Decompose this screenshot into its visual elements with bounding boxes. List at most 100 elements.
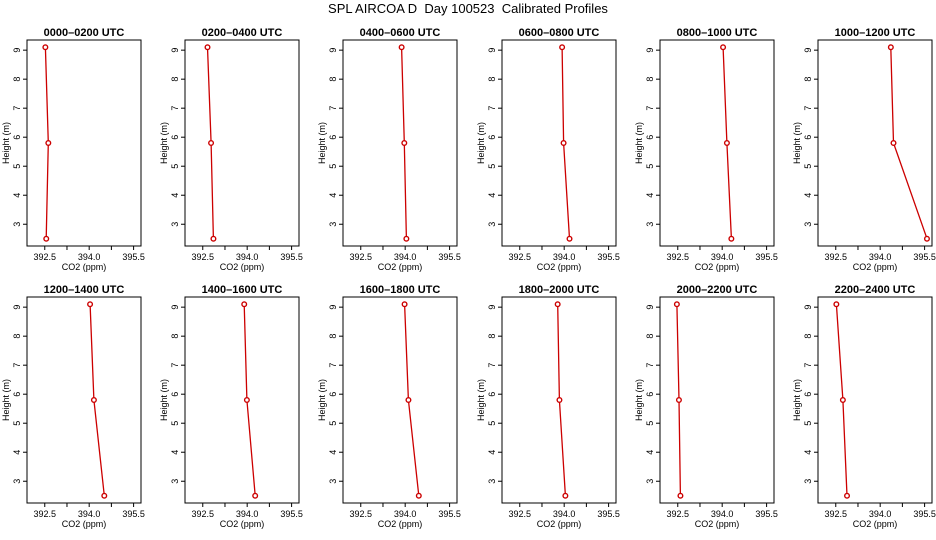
y-tick-label: 6 [645,135,655,140]
data-point [839,397,846,404]
y-tick-label: 6 [487,135,497,140]
y-tick-label: 7 [487,363,497,368]
y-tick-label: 4 [487,450,497,455]
plot-frame [184,39,300,247]
x-axis-label: CO2 (ppm) [537,519,582,529]
y-tick-label: 4 [803,450,813,455]
y-tick-label: 9 [12,48,22,53]
panel-title: 1400–1600 UTC [202,284,283,296]
x-tick-label: 394.0 [236,252,259,262]
data-point [562,492,569,499]
data-point [204,44,211,51]
y-tick-label: 4 [328,193,338,198]
panel-8: 1400–1600 UTC 392.5 394.0 395.5 3 4 5 6 7 8 9 CO2 (… [159,284,303,529]
y-tick-label: 9 [645,305,655,310]
data-point [720,44,727,51]
y-tick-label: 5 [487,421,497,426]
y-tick-label: 8 [645,334,655,339]
panel-title: 1800–2000 UTC [519,284,600,296]
data-point [887,44,894,51]
y-tick-label: 7 [645,363,655,368]
y-tick-label: 6 [487,392,497,397]
x-tick-label: 394.0 [78,252,101,262]
data-point [252,492,259,499]
y-tick-label: 6 [170,135,180,140]
panel-11: 2000–2200 UTC 392.5 394.0 395.5 3 4 5 6 7 8 9 CO2 (… [634,284,778,529]
y-tick-label: 9 [803,48,813,53]
x-tick-label: 395.5 [755,252,778,262]
y-axis-label: Height (m) [159,379,169,421]
y-tick-label: 4 [803,193,813,198]
y-axis-label: Height (m) [792,379,802,421]
data-point [728,235,735,242]
data-point [677,492,684,499]
data-point [675,397,682,404]
y-axis-label: Height (m) [1,379,11,421]
y-tick-label: 3 [803,479,813,484]
y-tick-label: 9 [328,48,338,53]
x-tick-label: 392.5 [667,252,690,262]
data-point [42,44,49,51]
x-tick-label: 392.5 [350,252,373,262]
x-tick-label: 395.5 [280,509,303,519]
y-tick-label: 7 [645,106,655,111]
y-tick-label: 3 [487,222,497,227]
y-tick-label: 5 [328,421,338,426]
y-tick-label: 7 [328,106,338,111]
panel-title: 0600–0800 UTC [519,27,600,39]
x-tick-label: 392.5 [350,509,373,519]
data-point [101,492,108,499]
y-tick-label: 7 [328,363,338,368]
y-tick-label: 4 [328,450,338,455]
x-tick-label: 392.5 [34,252,57,262]
x-axis-label: CO2 (ppm) [853,519,898,529]
y-tick-label: 9 [645,48,655,53]
y-axis-label: Height (m) [1,122,11,164]
y-tick-label: 6 [328,135,338,140]
y-axis-label: Height (m) [792,122,802,164]
y-tick-label: 3 [12,222,22,227]
x-tick-label: 395.5 [122,252,145,262]
data-point [405,397,412,404]
panel-title: 0800–1000 UTC [677,27,758,39]
data-point [241,301,248,308]
x-tick-label: 392.5 [509,509,532,519]
y-tick-label: 4 [645,193,655,198]
x-axis-label: CO2 (ppm) [853,262,898,272]
y-tick-label: 3 [803,222,813,227]
data-point [923,235,930,242]
x-tick-label: 395.5 [438,252,461,262]
y-tick-label: 7 [12,106,22,111]
y-tick-label: 5 [487,164,497,169]
x-tick-label: 394.0 [553,509,576,519]
x-axis-label: CO2 (ppm) [62,519,107,529]
data-point [87,301,94,308]
x-tick-label: 392.5 [192,252,215,262]
plot-frame [342,296,458,504]
y-tick-label: 9 [803,305,813,310]
panel-6: 1000–1200 UTC 392.5 394.0 395.5 3 4 5 6 7 8 9 CO2 (… [792,27,936,272]
x-tick-label: 394.0 [236,509,259,519]
data-point [556,397,563,404]
data-point [90,397,97,404]
x-axis-label: CO2 (ppm) [220,519,265,529]
y-tick-label: 7 [803,363,813,368]
data-point [401,139,408,146]
x-axis-label: CO2 (ppm) [220,262,265,272]
x-tick-label: 395.5 [438,509,461,519]
y-tick-label: 8 [328,77,338,82]
x-tick-label: 392.5 [825,509,848,519]
x-tick-label: 395.5 [597,509,620,519]
data-point [415,492,422,499]
y-tick-label: 3 [645,222,655,227]
plot-frame [659,39,775,247]
y-tick-label: 3 [170,222,180,227]
y-tick-label: 3 [328,479,338,484]
data-point [554,301,561,308]
x-tick-label: 394.0 [869,509,892,519]
plot-frame [501,39,617,247]
y-tick-label: 8 [328,334,338,339]
x-tick-label: 395.5 [755,509,778,519]
y-axis-label: Height (m) [476,379,486,421]
